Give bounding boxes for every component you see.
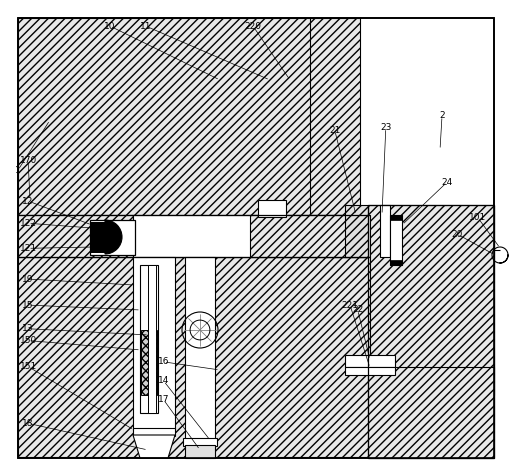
Bar xyxy=(133,257,175,430)
Bar xyxy=(380,205,390,257)
Bar xyxy=(368,367,494,458)
Text: 19: 19 xyxy=(22,274,34,284)
Bar xyxy=(90,220,135,255)
Bar xyxy=(90,222,106,253)
Bar xyxy=(133,428,175,436)
Bar xyxy=(133,215,368,257)
Text: 24: 24 xyxy=(442,177,453,187)
Bar xyxy=(368,205,494,458)
Wedge shape xyxy=(105,220,122,254)
Text: 221: 221 xyxy=(341,300,359,310)
Text: 11: 11 xyxy=(140,21,151,31)
Bar xyxy=(258,200,286,217)
Bar xyxy=(390,215,402,265)
Bar xyxy=(18,257,370,457)
Bar xyxy=(18,215,370,257)
Text: 15: 15 xyxy=(22,300,34,310)
Bar xyxy=(18,18,310,215)
Text: 12: 12 xyxy=(22,196,34,206)
Bar xyxy=(183,438,217,446)
Bar xyxy=(390,215,402,220)
Text: 10: 10 xyxy=(104,21,115,31)
Text: 18: 18 xyxy=(22,419,34,428)
Text: 21: 21 xyxy=(329,125,340,135)
Text: 170: 170 xyxy=(19,156,37,166)
Polygon shape xyxy=(133,435,175,458)
Text: 23: 23 xyxy=(380,123,391,132)
Text: 22: 22 xyxy=(352,305,363,315)
Bar xyxy=(185,257,215,442)
Text: 220: 220 xyxy=(244,21,262,31)
Bar xyxy=(140,265,158,413)
Text: 16: 16 xyxy=(158,357,169,367)
Text: 20: 20 xyxy=(452,229,463,239)
Bar xyxy=(250,215,368,257)
Bar xyxy=(18,18,360,228)
Text: 13: 13 xyxy=(22,324,34,333)
Bar xyxy=(368,205,494,395)
Text: 151: 151 xyxy=(19,362,37,371)
Text: 14: 14 xyxy=(158,376,169,385)
Text: 2: 2 xyxy=(439,111,445,121)
Text: 101: 101 xyxy=(469,213,486,222)
Bar xyxy=(141,330,157,395)
Bar xyxy=(185,445,215,458)
Text: 150: 150 xyxy=(19,336,37,345)
Bar xyxy=(345,367,395,375)
Bar xyxy=(390,260,402,265)
Text: 122: 122 xyxy=(19,219,37,228)
Bar xyxy=(18,18,310,238)
Bar xyxy=(148,265,156,413)
Text: 1: 1 xyxy=(15,166,21,175)
Text: 17: 17 xyxy=(158,395,169,404)
Text: 121: 121 xyxy=(19,244,37,253)
Bar xyxy=(345,205,368,257)
Bar xyxy=(18,215,133,257)
Bar xyxy=(345,355,395,367)
